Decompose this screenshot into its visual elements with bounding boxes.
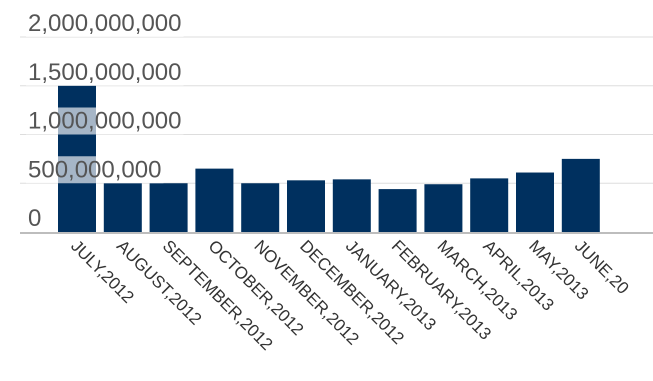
y-tick-label-bg: [26, 107, 184, 135]
bar: [149, 183, 188, 232]
bar: [378, 189, 417, 232]
y-tick-label: 1,500,000,000: [28, 59, 181, 86]
y-tick: 500,000,000: [26, 156, 164, 184]
bar: [195, 168, 234, 232]
y-tick-label: 1,000,000,000: [28, 108, 181, 135]
bar: [287, 180, 325, 232]
bar: [332, 179, 371, 232]
y-tick: 2,000,000,000: [26, 10, 184, 37]
x-tick-label: MARCH,2013: [434, 236, 522, 324]
y-axis-ticks: 0 500,000,000 1,000,000,000 1,500,000,000 2,…: [26, 10, 184, 232]
y-tick-label-bg: [26, 58, 184, 86]
bar: [103, 183, 142, 232]
x-axis-labels: JULY,2012AUGUST,2012SEPTEMBER,2012OCTOBE…: [67, 236, 632, 354]
y-tick-label-bg: [26, 10, 184, 37]
y-tick: 1,000,000,000: [26, 107, 184, 135]
y-tick: 1,500,000,000: [26, 58, 184, 86]
y-tick-label-bg: [26, 156, 164, 184]
y-tick-label-bg: [26, 205, 44, 232]
bar: [516, 172, 554, 232]
bar: [241, 183, 280, 232]
y-tick: 0: [26, 205, 44, 232]
bar: [424, 184, 463, 232]
y-tick-label: 500,000,000: [28, 156, 161, 183]
y-tick-label: 2,000,000,000: [28, 10, 181, 37]
bar: [470, 178, 509, 232]
bar: [561, 158, 600, 232]
y-tick-label: 0: [28, 205, 41, 232]
